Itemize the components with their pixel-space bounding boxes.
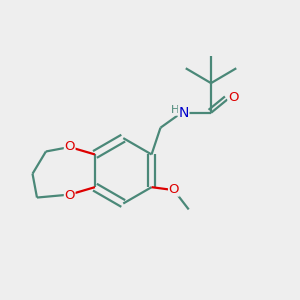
Text: O: O xyxy=(228,91,238,103)
Text: O: O xyxy=(64,140,75,153)
Text: O: O xyxy=(64,189,75,202)
Text: N: N xyxy=(178,106,189,120)
Text: O: O xyxy=(169,183,179,196)
Text: H: H xyxy=(171,106,179,116)
